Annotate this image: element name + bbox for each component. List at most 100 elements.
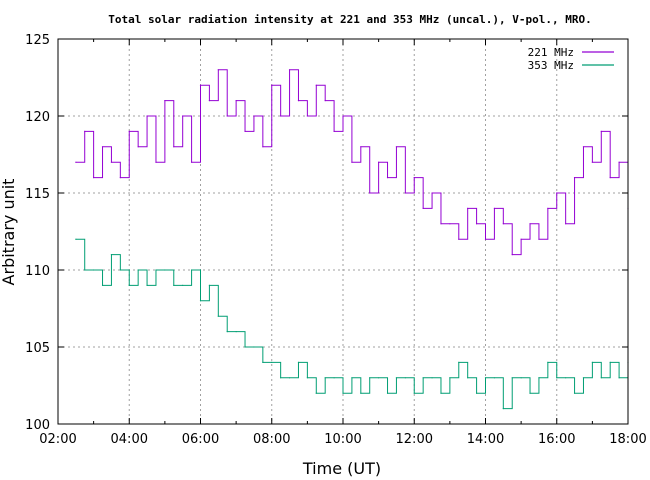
series-353-mhz-point [475, 392, 478, 394]
series-353-mhz-point [493, 377, 496, 379]
x-tick-label: 04:00 [111, 432, 148, 447]
series-221-mhz-point [128, 130, 130, 132]
series-353-mhz-point [306, 377, 308, 379]
series-353-mhz-point [351, 377, 353, 379]
series-353-mhz-point [386, 392, 389, 394]
series-353-mhz-point [101, 284, 104, 286]
series-layer [75, 69, 629, 410]
series-353-mhz-point [413, 392, 415, 394]
series-353-mhz-point [208, 284, 211, 286]
series-221-mhz-point [609, 177, 611, 179]
series-353-mhz-point [484, 377, 487, 379]
series-221-mhz-point [226, 115, 228, 117]
series-221-mhz-point [493, 207, 496, 209]
series-353-mhz-point [511, 377, 513, 379]
series-221-mhz-point [369, 192, 371, 194]
series-353-mhz-point [565, 377, 567, 379]
series-353-mhz-point [324, 377, 326, 379]
series-221-mhz-point [360, 146, 362, 148]
series-353-mhz-point [582, 377, 585, 379]
series-221-mhz-point [288, 69, 291, 71]
x-tick-label: 14:00 [467, 432, 504, 447]
series-353-mhz-point [164, 269, 166, 271]
series-221-mhz-point [137, 146, 139, 148]
series-353-mhz-point [404, 377, 406, 379]
series-221-mhz-point [475, 223, 478, 225]
series-353-mhz-line [75, 238, 629, 410]
series-221-mhz-point [280, 115, 282, 117]
series-353-mhz-point [173, 284, 175, 286]
series-221-mhz-point [600, 130, 602, 132]
series-221-mhz-point [573, 177, 576, 179]
series-221-mhz-point [315, 84, 317, 86]
series-221-mhz-point [324, 100, 326, 102]
legend-label: 221 MHz [528, 46, 574, 59]
series-221-mhz-point [235, 100, 237, 102]
series-353-mhz-point [182, 284, 184, 286]
series-221-mhz-point [182, 115, 184, 117]
series-221-mhz-point [164, 100, 166, 102]
series-353-mhz-point [591, 361, 593, 363]
series-353-mhz-point [271, 361, 273, 363]
y-tick-label: 115 [25, 187, 50, 202]
x-tick-label: 10:00 [324, 432, 361, 447]
series-221-mhz-point [119, 177, 121, 179]
series-353-mhz-point [146, 284, 148, 286]
x-tick-label: 18:00 [609, 432, 646, 447]
series-221-mhz-point [529, 223, 531, 225]
series-221-mhz-point [262, 146, 264, 148]
series-221-mhz-point [484, 238, 487, 240]
series-221-mhz-point [146, 115, 148, 117]
series-353-mhz-point [467, 377, 469, 379]
series-353-mhz-point [75, 238, 77, 240]
series-221-mhz-point [467, 207, 469, 209]
series-221-mhz-point [565, 223, 567, 225]
series-221-mhz-point [591, 161, 593, 163]
series-221-mhz-point [449, 223, 451, 225]
series-353-mhz-point [128, 284, 130, 286]
series-353-mhz-point [600, 377, 602, 379]
series-353-mhz-point [297, 361, 300, 363]
series-353-mhz-point [93, 269, 95, 271]
x-tick-label: 02:00 [39, 432, 76, 447]
series-221-mhz-point [440, 223, 442, 225]
series-353-mhz-point [226, 331, 228, 333]
series-221-mhz-point [173, 146, 175, 148]
series-221-mhz-point [404, 192, 406, 194]
series-353-mhz-point [556, 377, 558, 379]
y-tick-label: 105 [25, 341, 50, 356]
series-221-mhz-point [378, 161, 380, 163]
series-221-mhz-point [110, 161, 113, 163]
series-353-mhz-point [538, 377, 540, 379]
series-353-mhz-point [449, 377, 451, 379]
series-221-mhz-point [333, 130, 335, 132]
series-353-mhz-point [573, 392, 576, 394]
series-221-mhz-point [386, 177, 389, 179]
series-221-mhz-point [271, 84, 273, 86]
series-353-mhz-point [137, 269, 139, 271]
series-221-mhz-point [155, 161, 157, 163]
series-353-mhz-point [199, 300, 202, 302]
series-353-mhz-point [502, 408, 504, 410]
series-221-mhz-point [502, 223, 504, 225]
series-221-mhz-point [618, 161, 620, 163]
series-353-mhz-point [288, 377, 291, 379]
series-221-mhz-point [208, 100, 211, 102]
series-221-mhz-point [253, 115, 255, 117]
series-221-mhz-point [217, 69, 219, 71]
series-221-mhz-point [306, 115, 308, 117]
series-221-mhz-point [422, 207, 424, 209]
series-353-mhz-point [333, 377, 335, 379]
series-353-mhz-point [315, 392, 317, 394]
series-353-mhz-point [547, 361, 549, 363]
series-221-mhz-point [431, 192, 433, 194]
series-353-mhz-point [360, 392, 362, 394]
series-353-mhz-point [119, 269, 121, 271]
series-353-mhz-point [244, 346, 246, 348]
x-tick-label: 12:00 [396, 432, 433, 447]
y-tick-label: 110 [25, 264, 50, 279]
series-353-mhz-point [235, 331, 237, 333]
series-353-mhz-point [262, 361, 264, 363]
